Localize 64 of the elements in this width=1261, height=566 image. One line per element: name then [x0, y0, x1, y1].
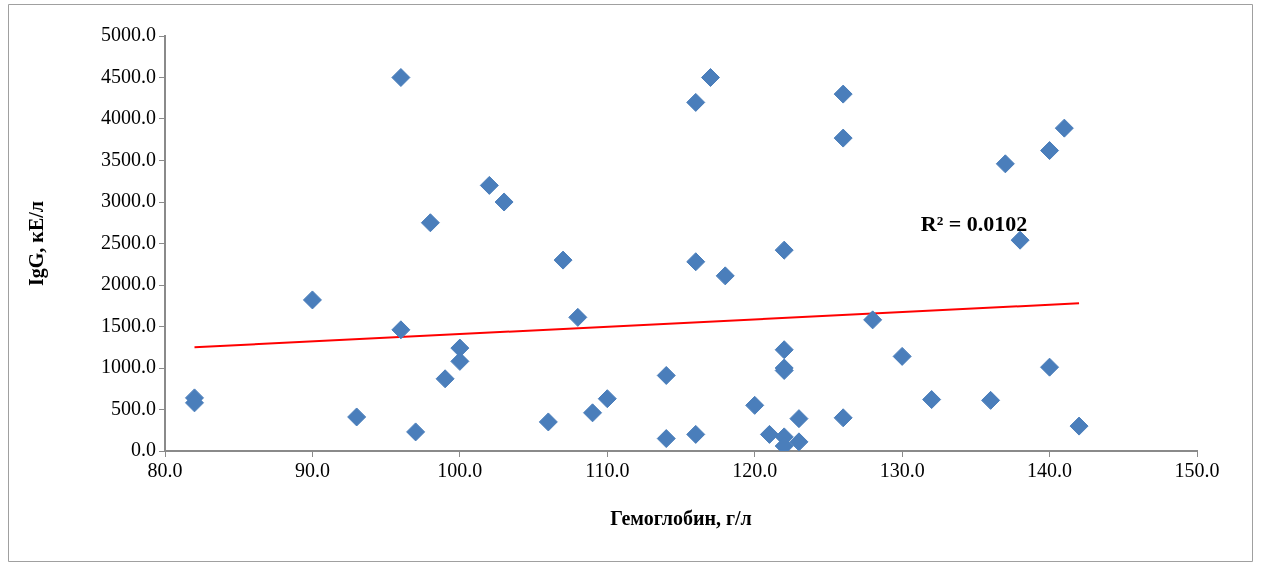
y-axis-title: IgG, кЕ/л [25, 201, 49, 286]
point [1040, 141, 1060, 161]
point [1054, 118, 1074, 138]
point [686, 92, 706, 112]
point [420, 213, 440, 233]
point [1069, 416, 1089, 436]
x-tick-label: 120.0 [732, 459, 778, 482]
x-tick-label: 130.0 [879, 459, 925, 482]
x-tick-label: 100.0 [437, 459, 483, 482]
y-tick-label: 1500.0 [101, 313, 156, 336]
y-tick-label: 3500.0 [101, 147, 156, 170]
point [391, 68, 411, 87]
x-tick-label: 140.0 [1027, 459, 1073, 482]
point [774, 240, 794, 260]
x-axis-title: Гемоглобин, г/л [610, 507, 752, 530]
point [494, 192, 514, 212]
point [833, 128, 853, 148]
point [538, 412, 558, 432]
point [435, 369, 455, 389]
x-tick-label: 80.0 [147, 459, 183, 482]
point [686, 252, 706, 272]
y-tick-label: 4500.0 [101, 64, 156, 87]
point [759, 424, 779, 444]
point [450, 351, 470, 371]
point [892, 346, 912, 366]
point [450, 338, 470, 358]
point [833, 408, 853, 428]
y-tick-label: 3000.0 [101, 189, 156, 212]
point [715, 266, 735, 286]
point [597, 389, 617, 409]
annotation: R² = 0.0102 [920, 210, 1028, 236]
point [774, 340, 794, 360]
y-tick-label: 5000.0 [101, 23, 156, 46]
point [1010, 230, 1030, 250]
x-tick-label: 150.0 [1174, 459, 1220, 482]
x-tick-label: 90.0 [294, 459, 330, 482]
point [302, 290, 322, 310]
y-tick-label: 500.0 [111, 396, 156, 419]
y-tick-label: 4000.0 [101, 106, 156, 129]
y-tick-label: 2000.0 [101, 272, 156, 295]
point [656, 429, 676, 449]
point [833, 84, 853, 104]
point [583, 403, 603, 423]
x-tick-label: 110.0 [585, 459, 630, 482]
y-tick-label: 0.0 [131, 438, 156, 461]
point [686, 424, 706, 444]
point [656, 365, 676, 385]
y-tick-label: 1000.0 [101, 355, 156, 378]
point [553, 250, 573, 270]
point [568, 307, 588, 327]
point [1040, 357, 1060, 377]
point [479, 175, 499, 195]
point [347, 407, 367, 427]
point [789, 409, 809, 429]
point [700, 68, 720, 87]
point [391, 320, 411, 340]
point [922, 390, 942, 410]
point [745, 395, 765, 415]
point [406, 422, 426, 442]
y-tick-label: 2500.0 [101, 230, 156, 253]
point [981, 390, 1001, 410]
point [863, 310, 883, 330]
point [995, 154, 1015, 174]
point [789, 432, 809, 451]
